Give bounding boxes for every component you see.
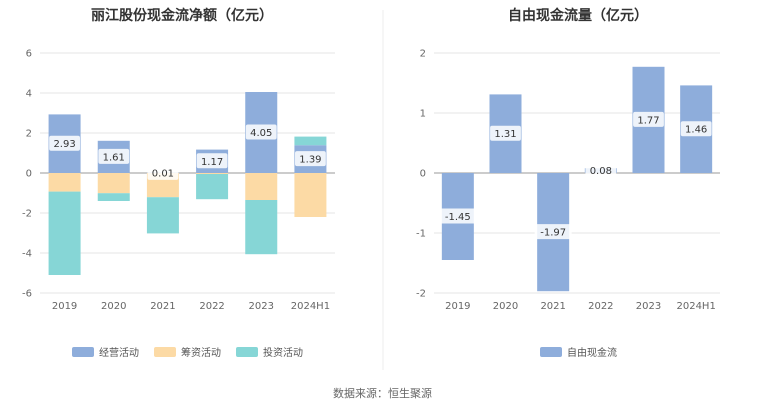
x-tick-label: 2020 bbox=[493, 301, 518, 312]
x-tick-label: 2024H1 bbox=[676, 301, 715, 312]
data-label: 1.77 bbox=[637, 115, 659, 126]
data-label: 1.46 bbox=[685, 125, 707, 136]
bar-投资活动-2024H1[interactable] bbox=[294, 136, 327, 146]
x-tick-label: 2019 bbox=[52, 301, 77, 312]
x-tick-label: 2023 bbox=[249, 301, 274, 312]
bar-投资活动-2020[interactable] bbox=[97, 193, 130, 201]
y-tick-label: -6 bbox=[22, 289, 32, 300]
bar-投资活动-2022[interactable] bbox=[196, 174, 229, 200]
x-tick-label: 2020 bbox=[101, 301, 126, 312]
data-label: 0.01 bbox=[152, 168, 174, 179]
data-label-bg bbox=[439, 208, 477, 224]
bar-筹资活动-2020[interactable] bbox=[97, 173, 130, 194]
data-source: 数据来源：恒生聚源 bbox=[333, 387, 432, 400]
bar-筹资活动-2019[interactable] bbox=[48, 173, 81, 192]
data-label-bg bbox=[196, 153, 228, 169]
bar-筹资活动-2023[interactable] bbox=[245, 173, 278, 200]
data-label: 1.31 bbox=[494, 129, 516, 140]
bar-投资活动-2023[interactable] bbox=[245, 200, 278, 255]
x-tick-label: 2022 bbox=[199, 301, 224, 312]
bar-投资活动-2019[interactable] bbox=[48, 191, 81, 275]
y-tick-label: 2 bbox=[420, 49, 426, 60]
chart-title: 自由现金流量（亿元） bbox=[508, 7, 648, 24]
x-tick-label: 2019 bbox=[445, 301, 470, 312]
data-label-bg bbox=[534, 224, 572, 240]
data-label: 1.39 bbox=[299, 155, 321, 166]
legend-swatch[interactable] bbox=[72, 347, 94, 357]
data-label: -1.97 bbox=[540, 228, 566, 239]
legend-swatch[interactable] bbox=[236, 347, 258, 357]
data-label-bg bbox=[585, 162, 617, 178]
data-label-bg bbox=[295, 151, 326, 167]
data-label: 4.05 bbox=[250, 128, 272, 139]
y-tick-label: 4 bbox=[26, 89, 32, 100]
y-tick-label: 6 bbox=[26, 49, 32, 60]
x-tick-label: 2021 bbox=[540, 301, 565, 312]
data-label: 2.93 bbox=[53, 139, 75, 150]
y-tick-label: -2 bbox=[416, 289, 426, 300]
legend-label: 自由现金流 bbox=[567, 346, 617, 359]
y-tick-label: -4 bbox=[22, 249, 32, 260]
y-tick-label: 0 bbox=[420, 169, 426, 180]
data-label-bg bbox=[49, 135, 80, 151]
legend-label: 投资活动 bbox=[263, 346, 303, 359]
bar-筹资活动-2022[interactable] bbox=[196, 173, 229, 174]
data-label-bg bbox=[245, 124, 277, 140]
y-tick-label: 0 bbox=[26, 169, 32, 180]
x-tick-label: 2021 bbox=[150, 301, 175, 312]
x-tick-label: 2024H1 bbox=[291, 301, 330, 312]
data-label: 1.61 bbox=[103, 152, 125, 163]
bar-投资活动-2021[interactable] bbox=[146, 197, 179, 234]
legend-swatch[interactable] bbox=[154, 347, 176, 357]
data-label-bg bbox=[490, 125, 521, 141]
y-tick-label: -1 bbox=[416, 229, 426, 240]
x-tick-label: 2023 bbox=[636, 301, 661, 312]
data-label: -1.45 bbox=[445, 212, 471, 223]
data-label: 0.08 bbox=[590, 166, 612, 177]
data-label-bg bbox=[98, 148, 130, 164]
legend-swatch[interactable] bbox=[540, 347, 562, 357]
x-tick-label: 2022 bbox=[588, 301, 613, 312]
data-label-bg bbox=[680, 121, 712, 137]
data-label: 1.17 bbox=[201, 157, 223, 168]
data-label-bg bbox=[147, 164, 179, 180]
legend-label: 筹资活动 bbox=[181, 346, 221, 359]
data-label-bg bbox=[633, 111, 664, 127]
legend-label: 经营活动 bbox=[99, 346, 139, 359]
bar-筹资活动-2024H1[interactable] bbox=[294, 173, 327, 217]
chart-title: 丽江股份现金流净额（亿元） bbox=[91, 7, 273, 24]
y-tick-label: 1 bbox=[420, 109, 426, 120]
y-tick-label: 2 bbox=[26, 129, 32, 140]
y-tick-label: -2 bbox=[22, 209, 32, 220]
